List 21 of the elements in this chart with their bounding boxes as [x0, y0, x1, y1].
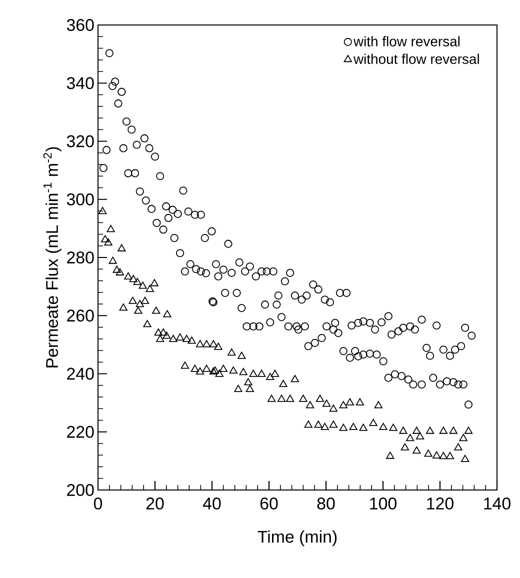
- x-tick-label: 40: [202, 498, 221, 510]
- y-tick-label: 360: [66, 18, 94, 31]
- y-tick-label: 260: [67, 310, 94, 322]
- x-tick-label: 80: [317, 498, 335, 510]
- y-tick-label: 200: [67, 484, 94, 496]
- y-tick-label: 240: [67, 368, 94, 380]
- y-axis-title: Permeate Flux (mL min$^{-1}$ m$^{-2}$): [43, 147, 62, 368]
- x-axis-title: Time (min): [258, 530, 337, 546]
- x-tick-label: 60: [260, 498, 278, 510]
- y-tick-label: 220: [67, 426, 94, 438]
- x-tick-label: 20: [146, 498, 164, 510]
- y-tick-label: 320: [66, 135, 94, 148]
- x-tick-label: 120: [427, 498, 454, 510]
- legend-label: without flow reversal: [353, 54, 479, 64]
- legend-label: with flow reversal: [353, 36, 460, 46]
- y-tick-label: 300: [66, 193, 94, 206]
- x-tick-label: 100: [370, 498, 396, 510]
- x-tick-label: 140: [484, 498, 510, 510]
- y-tick-label: 280: [67, 251, 94, 264]
- x-tick-label: 0: [94, 498, 102, 510]
- y-tick-label: 340: [66, 77, 94, 90]
